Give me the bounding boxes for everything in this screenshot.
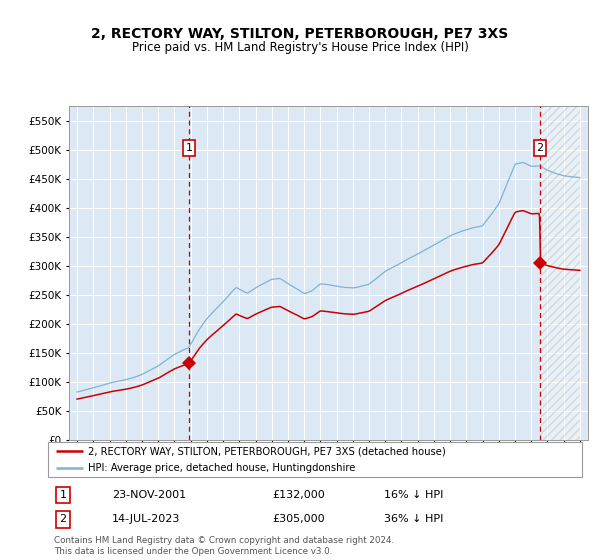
Text: £305,000: £305,000: [272, 515, 325, 524]
Text: 1: 1: [185, 143, 193, 153]
Text: £132,000: £132,000: [272, 490, 325, 500]
Text: 2: 2: [536, 143, 544, 153]
Text: 14-JUL-2023: 14-JUL-2023: [112, 515, 181, 524]
FancyBboxPatch shape: [48, 442, 582, 477]
Text: 36% ↓ HPI: 36% ↓ HPI: [385, 515, 444, 524]
Text: 2, RECTORY WAY, STILTON, PETERBOROUGH, PE7 3XS (detached house): 2, RECTORY WAY, STILTON, PETERBOROUGH, P…: [88, 446, 446, 456]
Text: 1: 1: [59, 490, 67, 500]
Text: Price paid vs. HM Land Registry's House Price Index (HPI): Price paid vs. HM Land Registry's House …: [131, 40, 469, 54]
Text: HPI: Average price, detached house, Huntingdonshire: HPI: Average price, detached house, Hunt…: [88, 463, 355, 473]
Text: 2, RECTORY WAY, STILTON, PETERBOROUGH, PE7 3XS: 2, RECTORY WAY, STILTON, PETERBOROUGH, P…: [91, 27, 509, 41]
Text: Contains HM Land Registry data © Crown copyright and database right 2024.
This d: Contains HM Land Registry data © Crown c…: [54, 536, 394, 556]
Text: 16% ↓ HPI: 16% ↓ HPI: [385, 490, 444, 500]
Text: 2: 2: [59, 515, 67, 524]
Text: 23-NOV-2001: 23-NOV-2001: [112, 490, 186, 500]
